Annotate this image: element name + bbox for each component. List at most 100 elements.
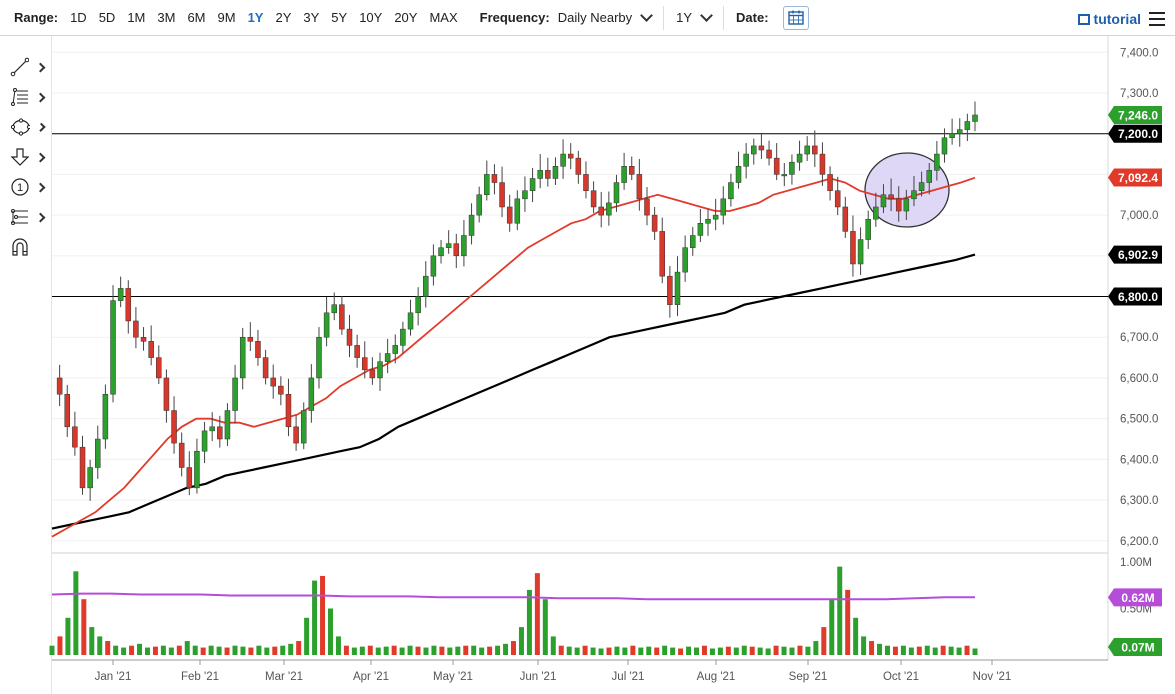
volume-bar <box>534 573 540 655</box>
volume-bar <box>686 646 692 655</box>
volume-bar <box>351 647 357 655</box>
range-10y[interactable]: 10Y <box>359 10 383 25</box>
frequency-dropdown[interactable]: Daily Nearby <box>557 9 654 25</box>
level-tag-upper-text: 7,200.0 <box>1118 127 1158 141</box>
candle-body <box>773 157 780 175</box>
ma-slow-tag-text: 6,902.9 <box>1118 248 1158 262</box>
candle-body <box>690 235 696 248</box>
volume-bar <box>184 641 190 655</box>
annotation-number: 1 <box>17 182 23 194</box>
candle-body <box>560 153 566 167</box>
volume-bar <box>932 647 938 655</box>
volume-bar <box>861 636 867 655</box>
candle-body <box>583 174 589 191</box>
candle-body <box>362 357 368 371</box>
volume-bar <box>526 589 532 655</box>
volume-bar <box>152 646 158 655</box>
pitchfork-tool-button[interactable] <box>10 206 46 228</box>
annotation-tool-button[interactable]: 1 <box>10 176 46 198</box>
volume-bar <box>574 647 580 655</box>
volume-bar <box>940 645 946 655</box>
candle-body <box>453 243 460 257</box>
y-tick-label: 6,300.0 <box>1120 495 1158 507</box>
y-tick-label: 6,600.0 <box>1120 373 1158 385</box>
candle-body <box>857 239 864 265</box>
candle-body <box>430 255 437 277</box>
range-3m[interactable]: 3M <box>157 10 176 25</box>
candle-body <box>712 214 719 220</box>
volume-bar <box>463 645 469 655</box>
fibonacci-tool-button[interactable] <box>10 86 46 108</box>
candle-body <box>316 336 322 379</box>
volume-bar <box>884 645 890 655</box>
candle-body <box>217 426 223 440</box>
range-5d[interactable]: 5D <box>98 10 116 25</box>
candle-body <box>728 182 734 200</box>
volume-bar <box>113 645 119 655</box>
candle-body <box>140 336 147 342</box>
x-tick-label: May '21 <box>433 671 473 683</box>
range-9m[interactable]: 9M <box>217 10 236 25</box>
candle-body <box>209 426 215 432</box>
volume-y-tick-label: 0.50M <box>1120 604 1152 616</box>
range-label: Range: <box>14 10 59 25</box>
menu-button[interactable] <box>1149 12 1165 30</box>
range-20y[interactable]: 20Y <box>394 10 418 25</box>
candle-body <box>278 385 284 395</box>
x-tick-label: Sep '21 <box>789 671 828 683</box>
candle-body <box>735 166 742 183</box>
x-tick-label: Feb '21 <box>181 671 219 683</box>
candle-body <box>537 170 543 179</box>
range-2y[interactable]: 2Y <box>275 10 292 25</box>
volume-bar <box>503 643 509 655</box>
volume-bar <box>423 647 429 655</box>
range-5y[interactable]: 5Y <box>331 10 348 25</box>
range-6m[interactable]: 6M <box>187 10 206 25</box>
range-3y[interactable]: 3Y <box>303 10 320 25</box>
magnet-button[interactable] <box>10 236 44 258</box>
candle-body <box>346 328 353 346</box>
volume-tag-bg <box>1108 638 1162 656</box>
range-1m[interactable]: 1M <box>127 10 146 25</box>
level-tag-lower: 6,800.0 <box>1108 287 1162 306</box>
period-dropdown[interactable]: 1Y <box>676 9 713 25</box>
volume-bar <box>431 645 437 655</box>
volume-bar <box>646 646 652 655</box>
range-max[interactable]: MAX <box>429 10 458 25</box>
pitchfork-tool-icon <box>11 209 28 225</box>
y-tick-label: 6,200.0 <box>1120 536 1158 548</box>
candle-body <box>56 377 63 395</box>
candle-body <box>163 377 170 411</box>
range-1y[interactable]: 1Y <box>247 10 264 25</box>
candle-body <box>949 133 955 139</box>
candle-body <box>827 174 833 191</box>
volume-bar <box>630 645 636 655</box>
volume-bar <box>105 641 111 655</box>
calendar-button[interactable] <box>782 5 809 30</box>
candle-body <box>384 353 391 362</box>
volume-bar <box>176 645 182 655</box>
shape-tool-button[interactable] <box>10 116 46 138</box>
tutorial-link[interactable]: tutorial <box>1077 11 1141 27</box>
moving-averages <box>51 176 976 538</box>
candle-body <box>423 275 429 297</box>
x-tick-label: Jan '21 <box>95 671 132 683</box>
candle-body <box>400 328 406 346</box>
candle-body <box>407 312 414 330</box>
candle-body <box>598 206 604 216</box>
line-tool-button[interactable] <box>10 56 46 78</box>
volume-bar <box>694 647 700 655</box>
arrow-tool-button[interactable] <box>10 146 46 168</box>
frequency-value: Daily Nearby <box>557 10 633 25</box>
candle-body <box>262 357 269 379</box>
volume-bar <box>837 566 843 655</box>
volume-bar <box>57 636 63 655</box>
range-1d[interactable]: 1D <box>70 10 87 25</box>
candle-body <box>972 114 978 122</box>
x-tick-label: Nov '21 <box>973 671 1012 683</box>
volume-bar <box>280 645 286 655</box>
candle-body <box>621 166 627 183</box>
period-value: 1Y <box>676 10 693 25</box>
ma-fast-line <box>51 176 976 538</box>
